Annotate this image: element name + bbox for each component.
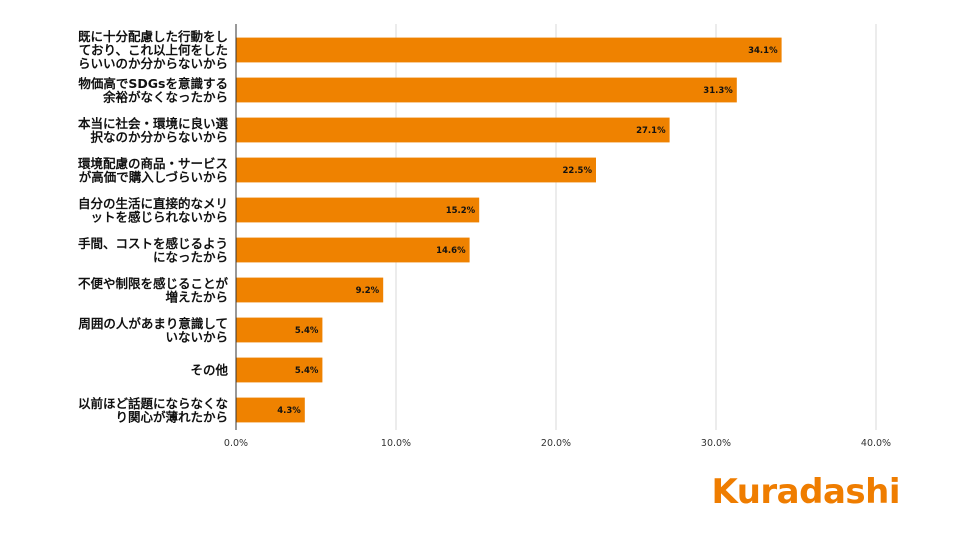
bar <box>236 277 384 303</box>
kuradashi-logo: Kuradashi <box>711 472 900 512</box>
x-tick-label: 0.0% <box>224 438 248 449</box>
bar <box>236 357 323 383</box>
category-label: 物価高でSDGsを意識する余裕がなくなったから <box>78 76 228 105</box>
data-label: 4.3% <box>277 406 301 416</box>
category-labels: 既に十分配慮した行動をしており、これ以上何をしたらいいのか分からないから物価高で… <box>78 29 229 424</box>
x-tick-label: 40.0% <box>861 438 891 449</box>
x-tick-labels: 0.0% 10.0% 20.0% 30.0% 40.0% <box>224 438 891 449</box>
bars <box>236 37 782 423</box>
x-tick-label: 10.0% <box>381 438 411 449</box>
bar <box>236 197 480 223</box>
bar <box>236 117 670 143</box>
data-label: 27.1% <box>636 126 666 136</box>
bar <box>236 37 782 63</box>
category-label: 既に十分配慮した行動をしており、これ以上何をしたらいいのか分からないから <box>78 29 228 71</box>
x-tick-label: 20.0% <box>541 438 571 449</box>
category-label: その他 <box>190 363 228 378</box>
category-label: 手間、コストを感じるようになったから <box>78 236 228 265</box>
bar <box>236 157 596 183</box>
data-label: 22.5% <box>563 166 593 176</box>
bar <box>236 77 737 103</box>
data-label: 9.2% <box>356 286 380 296</box>
category-label: 不便や制限を感じることが増えたから <box>78 276 229 305</box>
data-label: 5.4% <box>295 366 319 376</box>
category-label: 自分の生活に直接的なメリットを感じられないから <box>78 196 228 225</box>
data-labels: 34.1% 31.3% 27.1% 22.5% 15.2% 14.6% 9.2% 5.4% 5.… <box>277 46 778 416</box>
data-label: 15.2% <box>446 206 476 216</box>
data-label: 34.1% <box>748 46 778 56</box>
bar <box>236 237 470 263</box>
data-label: 31.3% <box>703 86 733 96</box>
x-tick-label: 30.0% <box>701 438 731 449</box>
data-label: 5.4% <box>295 326 319 336</box>
bar <box>236 317 323 343</box>
category-label: 周囲の人があまり意識していないから <box>78 316 228 345</box>
category-label: 以前ほど話題にならなくなり関心が薄れたから <box>78 396 228 425</box>
bar <box>236 397 305 423</box>
category-label: 本当に社会・環境に良い選択なのか分からないから <box>78 116 229 145</box>
category-label: 環境配慮の商品・サービスが高価で購入しづらいから <box>78 156 228 185</box>
data-label: 14.6% <box>436 246 466 256</box>
